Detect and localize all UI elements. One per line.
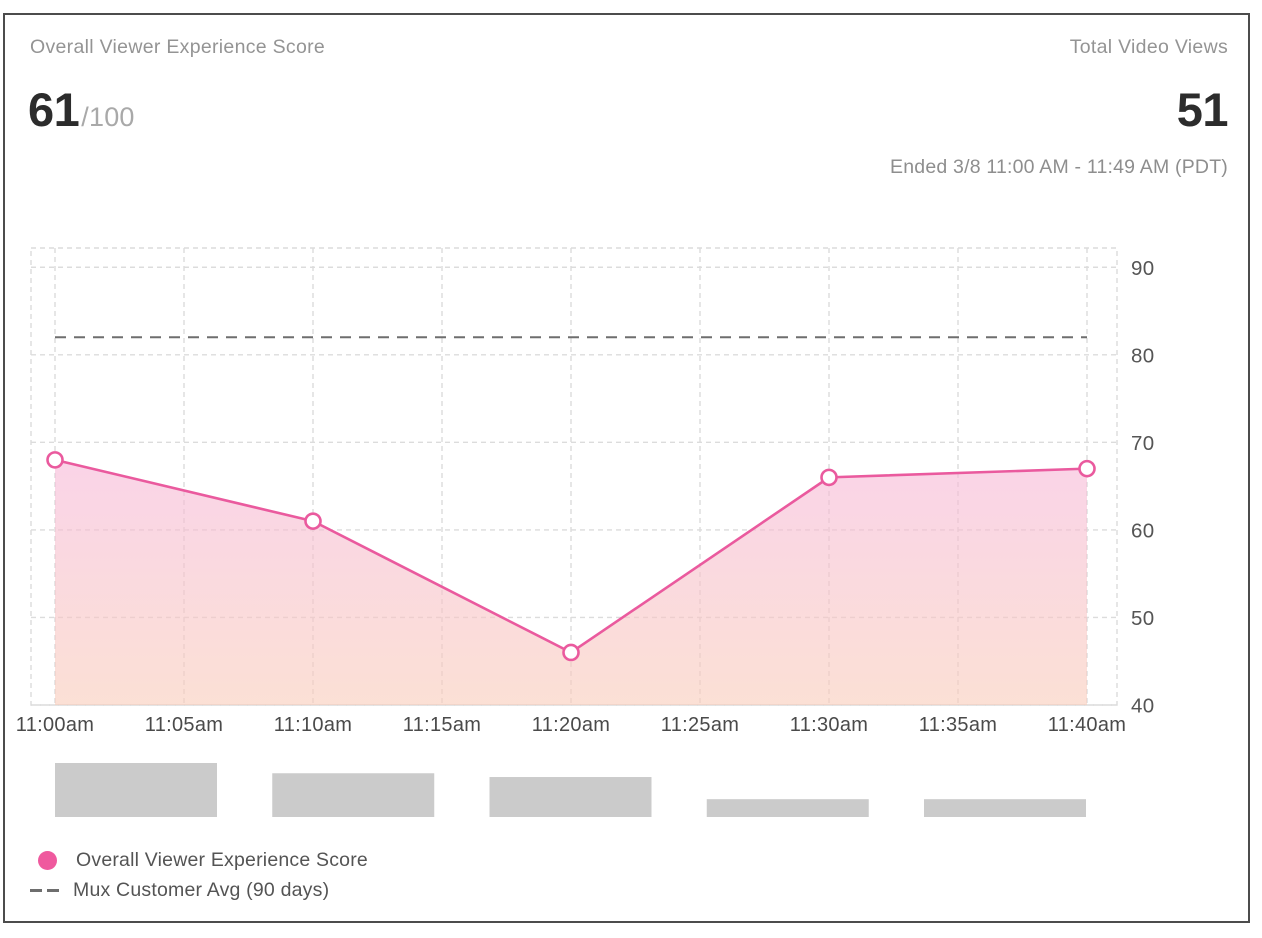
score-title: Overall Viewer Experience Score [30, 36, 326, 58]
score-value: 61 [28, 83, 80, 136]
total-views-title: Total Video Views [1069, 36, 1228, 58]
x-axis-tick-label: 11:40am [1048, 714, 1126, 736]
x-axis-tick-label: 11:15am [403, 714, 481, 736]
legend-item-score: Overall Viewer Experience Score [30, 845, 368, 875]
x-axis-tick-label: 11:20am [532, 714, 610, 736]
total-views-value: 51 [1176, 83, 1229, 136]
x-axis-tick-label: 11:35am [919, 714, 997, 736]
series-dot-icon [38, 850, 57, 870]
y-axis-tick-label: 40 [1131, 695, 1154, 718]
chart-legend: Overall Viewer Experience Score Mux Cust… [30, 845, 368, 905]
data-point-marker[interactable] [562, 643, 580, 662]
y-axis-tick-label: 60 [1131, 519, 1154, 542]
overall-score: 61 /100 [28, 86, 135, 133]
plot-frame [30, 247, 1118, 706]
experience-score-chart: 40 50 60 70 80 90 11:00am 11:05am 11:10am 11:15am… [16, 247, 1154, 817]
data-point-marker[interactable] [304, 512, 322, 530]
x-axis-tick-label: 11:25am [661, 714, 739, 736]
x-axis-tick-label: 11:30am [790, 714, 868, 736]
views-bar[interactable] [272, 773, 435, 817]
legend-item-avg: Mux Customer Avg (90 days) [30, 875, 368, 905]
x-axis-tick-label: 11:00am [16, 714, 94, 736]
x-axis-tick-label: 11:05am [145, 714, 223, 736]
legend-avg-label: Mux Customer Avg (90 days) [73, 878, 330, 901]
y-axis-tick-label: 80 [1131, 344, 1154, 367]
views-bar[interactable] [706, 799, 869, 817]
dashed-line-icon [30, 888, 59, 892]
y-axis-tick-label: 90 [1131, 257, 1154, 280]
x-axis-tick-label: 11:10am [274, 714, 352, 736]
data-point-marker[interactable] [820, 468, 838, 487]
date-range: Ended 3/8 11:00 AM - 11:49 AM (PDT) [890, 156, 1228, 178]
data-point-marker[interactable] [46, 451, 64, 469]
score-denominator: /100 [81, 102, 135, 132]
legend-series-label: Overall Viewer Experience Score [76, 848, 368, 871]
views-bar[interactable] [55, 763, 217, 817]
views-bar[interactable] [489, 777, 652, 817]
y-axis-tick-label: 70 [1131, 432, 1154, 455]
data-point-marker[interactable] [1078, 459, 1096, 478]
views-bar[interactable] [924, 799, 1086, 817]
y-axis-tick-label: 50 [1131, 607, 1154, 630]
